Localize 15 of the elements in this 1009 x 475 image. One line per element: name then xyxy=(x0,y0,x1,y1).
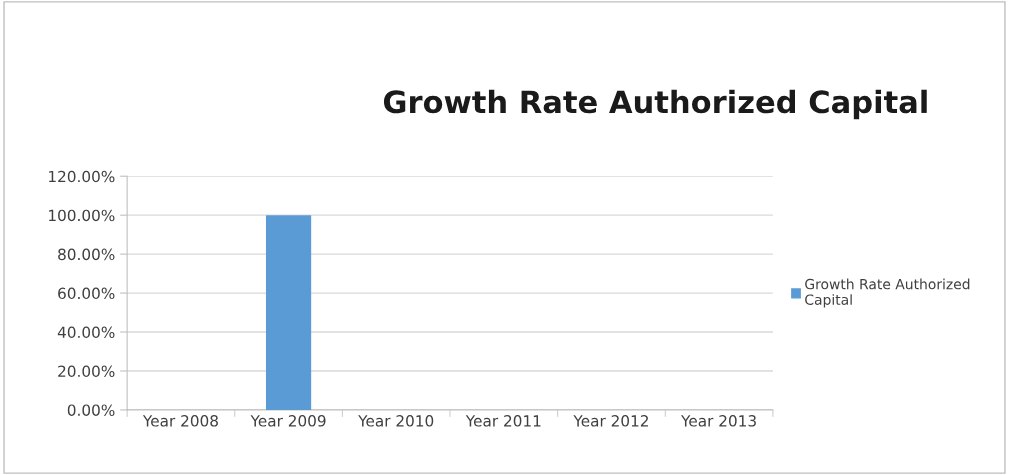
y-tick-label: 100.00% xyxy=(49,209,115,222)
chart-title: Growth Rate Authorized Capital xyxy=(383,89,927,120)
y-tick-label: 40.00% xyxy=(57,326,115,339)
x-tick-label: Year 2011 xyxy=(465,415,541,427)
x-tick-label: Year 2009 xyxy=(250,415,326,427)
x-tick-label: Year 2012 xyxy=(573,415,648,427)
legend-label: Growth Rate Authorized Capital xyxy=(805,278,970,308)
y-tick-label: 120.00% xyxy=(49,170,115,183)
x-tick-label: Year 2010 xyxy=(358,415,434,427)
y-tick-label: 20.00% xyxy=(58,365,115,377)
y-tick-label: 60.00% xyxy=(58,287,115,300)
x-tick-label: Year 2013 xyxy=(681,415,756,427)
y-tick-label: 0.00% xyxy=(67,404,115,416)
y-tick-label: 80.00% xyxy=(58,248,115,261)
x-tick-label: Year 2008 xyxy=(142,415,218,427)
